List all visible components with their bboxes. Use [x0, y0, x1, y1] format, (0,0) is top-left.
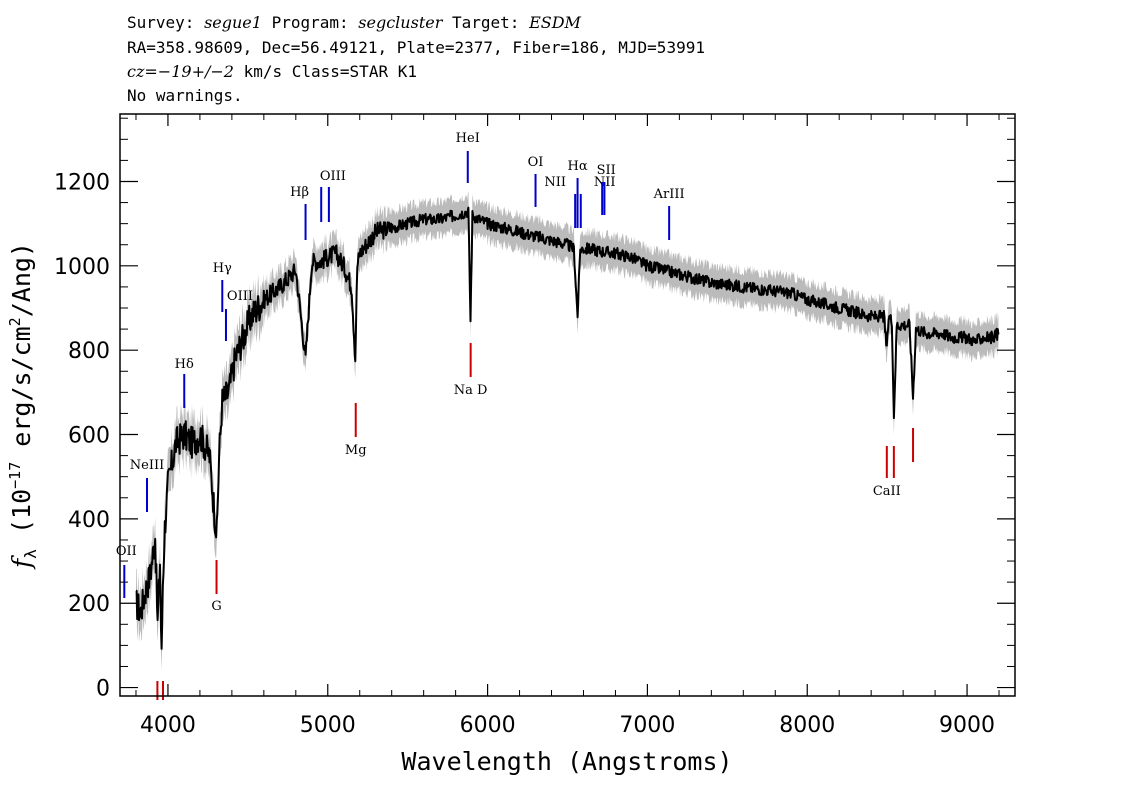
header-line-1: Survey: segue1 Program: segcluster Targe…: [127, 13, 581, 32]
emission-line-label: NeIII: [130, 458, 164, 473]
svg-text:fλ (10−17 erg/s/cm2/Ang): fλ (10−17 erg/s/cm2/Ang): [6, 242, 40, 570]
x-tick-label: 7000: [619, 713, 675, 738]
header-line-4: No warnings.: [127, 86, 243, 105]
header-line-3: cz=−19+/−2 km/s Class=STAR K1: [127, 62, 417, 81]
header-line-2: RA=358.98609, Dec=56.49121, Plate=2377, …: [127, 38, 705, 57]
emission-line-label: Hα: [568, 159, 588, 174]
x-tick-label: 6000: [460, 713, 516, 738]
emission-line-label: Hγ: [213, 261, 232, 276]
absorption-line-label: G: [211, 599, 221, 614]
x-axis-title: Wavelength (Angstroms): [401, 747, 732, 776]
plot-frame: [119, 113, 1016, 697]
target-name: ESDM: [529, 13, 581, 32]
y-tick-label: 0: [96, 677, 110, 702]
emission-line-label: Hδ: [175, 357, 194, 372]
emission-line-label: Hβ: [290, 185, 309, 200]
emission-line-label: NII: [544, 175, 566, 190]
program-name: segcluster: [358, 13, 443, 32]
cz-value: −19+/−2: [157, 62, 234, 81]
emission-line-label: OIII: [227, 289, 253, 304]
y-tick-label: 800: [68, 339, 110, 364]
absorption-line-label: CaII: [873, 484, 901, 499]
y-tick-label: 600: [68, 424, 110, 449]
survey-name: segue1: [204, 13, 262, 32]
absorption-line-label: Na D: [454, 383, 488, 398]
emission-line-label: HeI: [456, 131, 480, 146]
emission-line-label: OII: [116, 544, 137, 559]
y-tick-label: 200: [68, 592, 110, 617]
y-tick-label: 400: [68, 508, 110, 533]
x-tick-label: 5000: [300, 713, 356, 738]
emission-line-label: ArIII: [653, 187, 685, 202]
error-envelope: [136, 190, 999, 671]
y-tick-label: 1000: [54, 255, 110, 280]
flux-line: [135, 206, 1000, 650]
absorption-line-label: Mg: [345, 443, 367, 458]
x-tick-label: 8000: [779, 713, 835, 738]
emission-line-label: SII: [597, 163, 616, 178]
y-tick-label: 1200: [54, 170, 110, 195]
x-tick-label: 4000: [140, 713, 196, 738]
x-tick-label: 9000: [939, 713, 995, 738]
y-axis-title: fλ (10−17 erg/s/cm2/Ang): [6, 242, 40, 570]
emission-line-label: OI: [528, 155, 544, 170]
emission-line-label: OIII: [320, 169, 346, 184]
